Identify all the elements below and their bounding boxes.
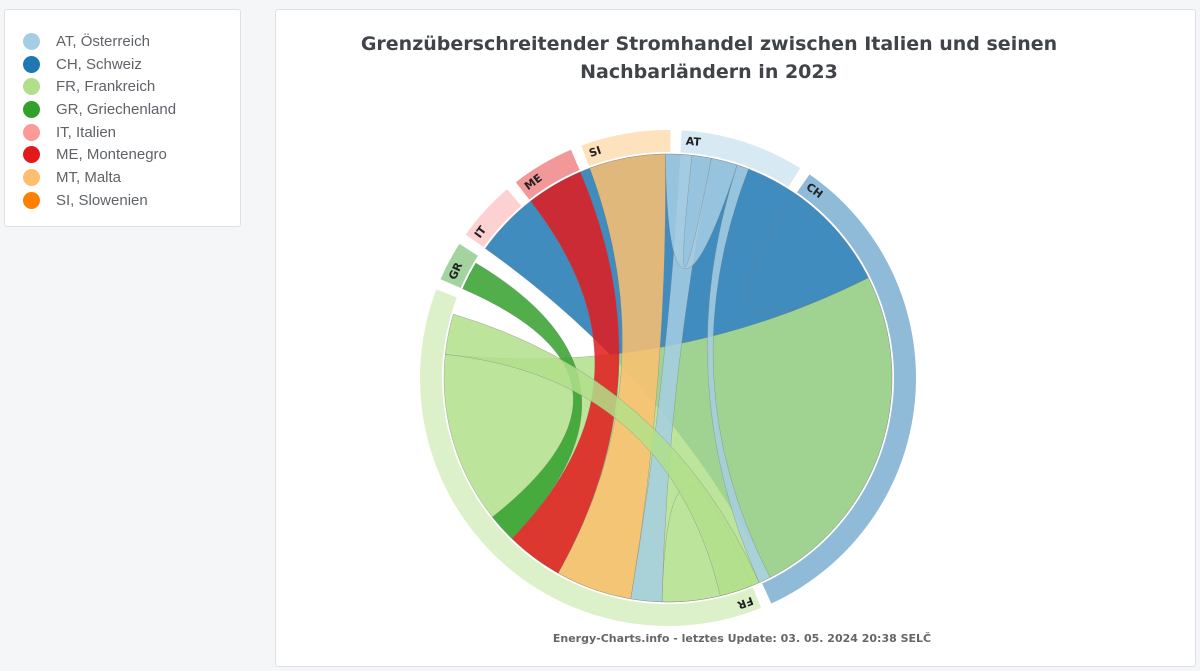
group-arc-ch[interactable] — [762, 174, 916, 604]
legend-color-dot — [23, 168, 40, 186]
legend-panel: AT, Österreich CH, Schweiz FR, Frankreich G… — [4, 9, 241, 227]
group-arc-gr[interactable] — [440, 243, 478, 288]
group-arc-me[interactable] — [515, 149, 580, 200]
chart-panel: Grenzüberschreitender Stromhandel zwisch… — [275, 9, 1196, 667]
legend-item[interactable]: ME, Montenegro — [23, 143, 240, 166]
legend-item[interactable]: MT, Malta — [23, 166, 240, 189]
chart-credit: Energy-Charts.info - letztes Update: 03.… — [553, 632, 931, 645]
chord-ribbon-at-si[interactable] — [665, 153, 738, 269]
legend-color-dot — [23, 146, 40, 164]
legend-color-dot — [23, 191, 40, 209]
legend-item[interactable]: FR, Frankreich — [23, 75, 240, 98]
legend-color-dot — [23, 55, 40, 73]
group-label-at: AT — [685, 135, 702, 149]
legend-label: GR, Griechenland — [56, 100, 177, 118]
legend-color-dot — [23, 100, 40, 118]
legend-item[interactable]: GR, Griechenland — [23, 98, 240, 121]
group-arcs — [419, 129, 916, 626]
legend-color-dot — [23, 123, 40, 141]
chord-ribbon-fr-ch[interactable] — [444, 313, 760, 597]
group-label-fr: FR — [735, 594, 755, 612]
chord-ribbons — [443, 153, 893, 603]
legend-label: AT, Österreich — [56, 32, 150, 50]
chord-ribbon-at-ch[interactable] — [707, 164, 771, 583]
legend-color-dot — [23, 78, 40, 96]
legend-label: CH, Schweiz — [56, 55, 142, 73]
group-arc-at[interactable] — [680, 130, 801, 187]
chord-ribbon-me-it[interactable] — [511, 171, 620, 574]
group-arc-fr[interactable] — [419, 289, 762, 626]
legend-item[interactable]: CH, Schweiz — [23, 53, 240, 76]
legend-list: AT, Österreich CH, Schweiz FR, Frankreich G… — [23, 30, 240, 212]
legend-label: IT, Italien — [56, 123, 117, 141]
legend-item[interactable]: IT, Italien — [23, 121, 240, 144]
group-arc-si[interactable] — [581, 129, 671, 167]
legend-label: SI, Slowenien — [56, 191, 148, 209]
legend-item[interactable]: AT, Österreich — [23, 30, 240, 53]
legend-item[interactable]: SI, Slowenien — [23, 189, 240, 212]
group-label-si: SI — [587, 144, 603, 160]
chart-title-line-2: Nachbarländern in 2023 — [580, 61, 838, 83]
legend-label: ME, Montenegro — [56, 146, 167, 164]
chart-title-line-1: Grenzüberschreitender Stromhandel zwisch… — [361, 33, 1057, 55]
chord-chart: Grenzüberschreitender Stromhandel zwisch… — [361, 33, 1057, 645]
legend-label: FR, Frankreich — [56, 78, 156, 96]
group-arc-it[interactable] — [465, 189, 522, 248]
legend-label: MT, Malta — [56, 168, 122, 186]
legend-color-dot — [23, 32, 40, 50]
